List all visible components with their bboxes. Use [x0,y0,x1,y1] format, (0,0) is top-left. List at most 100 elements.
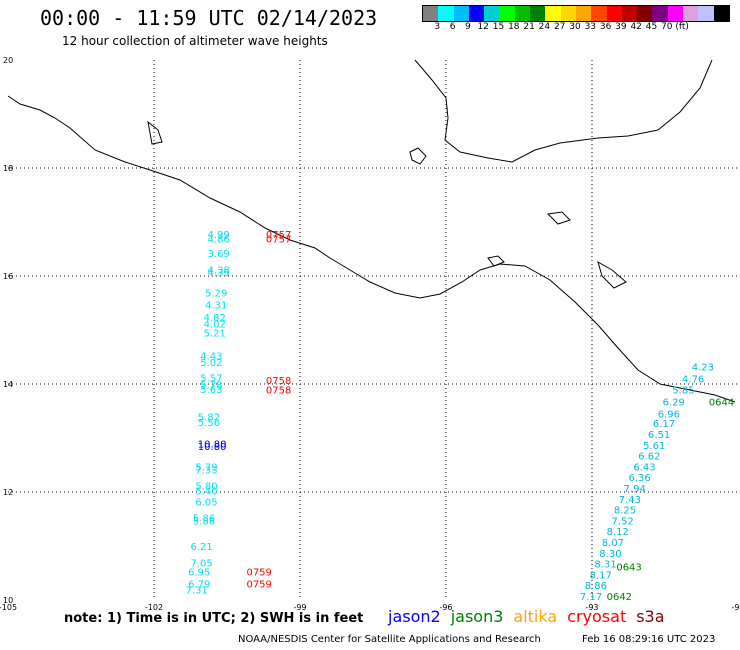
wave-height-label: 5.80 [195,481,217,492]
legend-item-s3a: s3a [636,607,665,626]
wave-height-label: 4.86 [208,235,230,246]
colorbar-swatch [423,6,439,21]
colorbar-label: 24 [538,22,551,32]
longitude-tick-label: -96 [439,603,452,612]
colorbar-label: 15 [492,22,505,32]
colorbar-swatch [468,6,485,21]
wave-height-label: 6.17 [653,419,675,430]
altimeter-track-east: 4.234.765.856.296.966.176.515.616.626.43… [580,363,714,604]
wave-height-label: 5.21 [204,328,226,339]
wave-height-label: 7.05 [191,559,213,570]
wave-height-label: 4.23 [692,363,714,374]
wave-height-label: 5.86 [193,514,215,525]
pass-time-label: 0757 [266,235,291,246]
colorbar-swatch [560,6,576,21]
wave-height-label: 7.43 [619,495,641,506]
colorbar-swatch [683,6,699,21]
satellite-legend: jason2 jason3 altika cryosat s3a [388,607,675,626]
latitude-tick-label: 12 [3,488,13,497]
coastline-island-1 [409,147,427,165]
map-title: 00:00 - 11:59 UTC 02/14/2023 [40,6,378,30]
colorbar-label: 36 [599,22,612,32]
wave-height-label: 7.94 [624,484,646,495]
colorbar-label: (ft) [675,22,689,32]
wave-height-label: 7.52 [611,516,633,527]
wave-height-label: 5.29 [205,289,227,300]
coastline [7,59,736,403]
wave-height-label: 6.36 [629,473,651,484]
colorbar-swatch [591,6,607,21]
colorbar-label: 18 [508,22,520,32]
colorbar-swatch [606,6,622,21]
axis-ticks: -105 -102 -99 -96 -93 -90 20 18 16 14 12 10 [0,56,740,612]
wave-height-label: 5.63 [200,385,222,396]
latitude-tick-label: 16 [3,272,13,281]
wave-height-label: 5.85 [672,386,694,397]
wave-height-label: 6.95 [188,568,210,579]
colorbar-swatch [545,6,561,21]
colorbar-swatch [637,6,653,21]
wave-height-label: 6.43 [633,462,655,473]
colorbar-label: 27 [553,22,566,32]
colorbar-swatch [621,6,638,21]
legend-item-jason3: jason3 [450,607,504,626]
colorbar-label: 6 [449,22,456,32]
colorbar [422,5,730,22]
colorbar-swatch [652,6,668,21]
wave-height-label: 6.29 [663,398,685,409]
colorbar-label: 3 [434,22,441,32]
wave-height-label: 3.69 [208,249,230,260]
colorbar-label: 70 [661,22,673,32]
coastline-island-2 [546,211,571,225]
wave-height-label: 8.30 [599,549,621,560]
colorbar-label: 12 [477,22,489,32]
pass-time-label: 0758 [266,386,291,397]
legend-item-jason2: jason2 [388,607,441,626]
wave-height-label: 8.31 [594,560,616,571]
units-note: note: 1) Time is in UTC; 2) SWH is in fe… [64,611,364,626]
latitude-tick-label: 18 [3,164,13,173]
wave-height-label: 4.82 [204,313,226,324]
wave-height-label: 8.86 [585,581,607,592]
colorbar-swatch [438,6,454,21]
wave-height-label: 8.07 [602,538,624,549]
coastline-island-4 [147,120,163,145]
longitude-tick-label: -90 [731,603,740,612]
legend-item-altika: altika [513,607,558,626]
longitude-tick-label: -105 [0,603,17,612]
pass-time-label: 0759 [246,568,271,579]
wave-height-label: 7.31 [186,586,208,597]
longitude-tick-label: -93 [585,603,598,612]
wave-height-label: 6.96 [658,409,680,420]
wave-height-label: 5.86 [193,516,215,527]
latitude-tick-label: 10 [3,596,13,605]
wave-height-label: 8.12 [607,527,629,538]
colorbar-labels: 3 6 9 12 15 18 21 24 27 30 33 36 39 42 45 70 (ft) [422,22,740,34]
legend-item-cryosat: cryosat [567,607,627,626]
wave-height-label: 4.38 [208,265,230,276]
wave-height-label: 4.76 [682,374,704,385]
wave-height-label: 5.02 [200,358,222,369]
colorbar-swatch [514,6,531,21]
wave-height-label: 5.40 [195,487,217,498]
credit-footer: NOAA/NESDIS Center for Satellite Applica… [238,634,541,645]
wave-height-label: 6.05 [195,498,217,509]
colorbar-swatch [575,6,592,21]
latitude-tick-label: 14 [3,380,13,389]
wave-height-label: 8.17 [590,570,612,581]
pass-time-label: 0643 [616,562,641,573]
colorbar-label: 21 [523,22,535,32]
wave-height-label: 6.62 [638,452,660,463]
wave-height-label: 4.31 [205,300,227,311]
wave-height-label: 5.82 [198,413,220,424]
coastline-island-5 [487,255,505,267]
wave-height-label: 10.80 [198,440,227,451]
coastline-mainland [7,95,736,403]
wave-height-label: 5.57 [200,373,222,384]
colorbar-swatch [667,6,684,21]
colorbar-label: 39 [615,22,627,32]
pass-time-label: 0759 [246,580,271,591]
wave-height-label: 4.99 [208,230,230,241]
pass-time-label: 0642 [607,592,632,603]
latitude-tick-label: 20 [3,56,13,65]
